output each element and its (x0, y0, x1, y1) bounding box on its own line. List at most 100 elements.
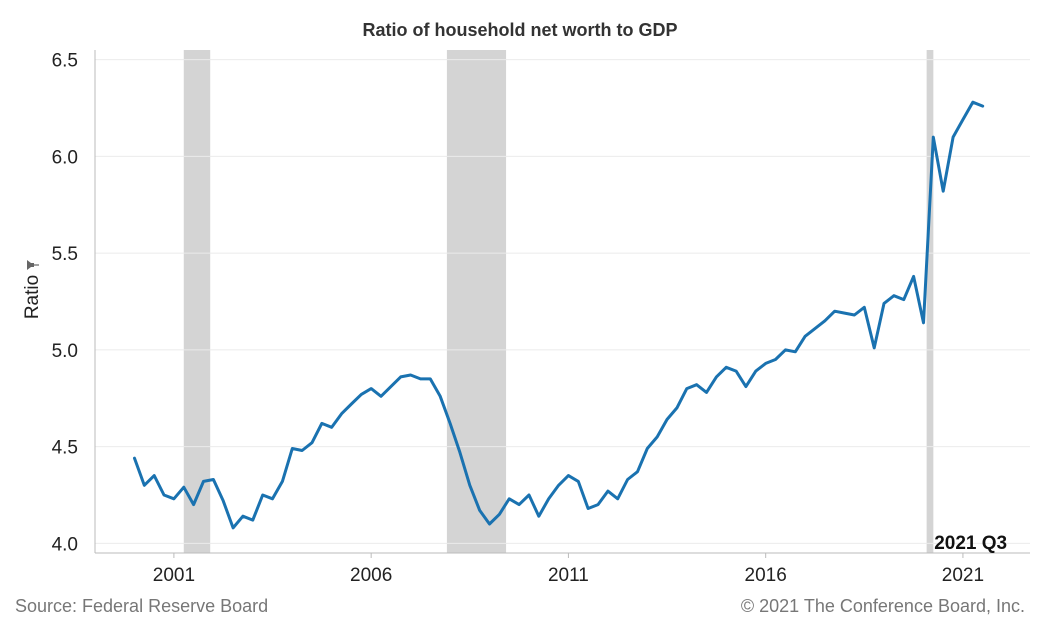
data-point[interactable] (130, 454, 138, 462)
data-point[interactable] (495, 510, 503, 518)
data-point[interactable] (604, 487, 612, 495)
data-point[interactable] (683, 385, 691, 393)
data-point[interactable] (693, 381, 701, 389)
data-point[interactable] (860, 303, 868, 311)
data-point[interactable] (249, 516, 257, 524)
data-point[interactable] (702, 388, 710, 396)
data-point[interactable] (328, 423, 336, 431)
recession-band-3 (926, 50, 934, 553)
x-tick-label: 2006 (350, 565, 392, 586)
data-point[interactable] (624, 475, 632, 483)
data-point[interactable] (347, 400, 355, 408)
data-point[interactable] (831, 307, 839, 315)
data-point[interactable] (219, 497, 227, 505)
data-point[interactable] (407, 371, 415, 379)
pin-icon[interactable] (27, 260, 39, 270)
data-point[interactable] (821, 317, 829, 325)
data-point[interactable] (919, 319, 927, 327)
x-tick-label: 2016 (745, 565, 787, 586)
data-point[interactable] (633, 468, 641, 476)
data-point[interactable] (387, 383, 395, 391)
data-point[interactable] (446, 419, 454, 427)
data-point[interactable] (929, 133, 937, 141)
data-point[interactable] (426, 375, 434, 383)
data-point[interactable] (811, 325, 819, 333)
data-point[interactable] (357, 390, 365, 398)
data-point[interactable] (772, 356, 780, 364)
data-point[interactable] (663, 416, 671, 424)
data-point[interactable] (436, 392, 444, 400)
data-point[interactable] (209, 475, 217, 483)
data-point[interactable] (525, 491, 533, 499)
data-point[interactable] (732, 367, 740, 375)
data-point[interactable] (298, 446, 306, 454)
data-point[interactable] (278, 477, 286, 485)
data-point[interactable] (594, 501, 602, 509)
annotation-label: 2021 Q3 (934, 533, 1007, 554)
data-point[interactable] (338, 410, 346, 418)
data-point[interactable] (199, 477, 207, 485)
data-point[interactable] (850, 311, 858, 319)
data-point[interactable] (140, 481, 148, 489)
data-point[interactable] (791, 348, 799, 356)
data-point[interactable] (397, 373, 405, 381)
data-point[interactable] (673, 404, 681, 412)
data-point[interactable] (545, 495, 553, 503)
data-point[interactable] (505, 495, 513, 503)
data-point[interactable] (190, 501, 198, 509)
data-point[interactable] (742, 383, 750, 391)
x-tick-labels: 2001 2006 2011 2016 2021 (153, 553, 984, 586)
data-point[interactable] (367, 385, 375, 393)
data-point[interactable] (870, 344, 878, 352)
data-point[interactable] (269, 495, 277, 503)
y-tick-label: 6.5 (52, 51, 78, 72)
data-point[interactable] (781, 346, 789, 354)
data-point[interactable] (170, 495, 178, 503)
data-point[interactable] (555, 481, 563, 489)
data-point[interactable] (969, 98, 977, 106)
data-point[interactable] (614, 495, 622, 503)
data-point[interactable] (752, 367, 760, 375)
data-point[interactable] (180, 483, 188, 491)
data-point[interactable] (939, 187, 947, 195)
data-point[interactable] (416, 375, 424, 383)
y-tick-label: 5.0 (52, 341, 78, 362)
series-line (133, 100, 985, 530)
data-point[interactable] (239, 512, 247, 520)
data-point[interactable] (466, 481, 474, 489)
data-point[interactable] (910, 272, 918, 280)
gridlines (95, 59, 1030, 544)
data-point[interactable] (584, 505, 592, 513)
data-point[interactable] (722, 363, 730, 371)
data-point[interactable] (160, 491, 168, 499)
data-point[interactable] (653, 433, 661, 441)
data-point[interactable] (574, 477, 582, 485)
data-point[interactable] (476, 506, 484, 514)
data-point[interactable] (377, 392, 385, 400)
data-point[interactable] (801, 332, 809, 340)
data-point[interactable] (949, 133, 957, 141)
data-point[interactable] (712, 373, 720, 381)
data-point[interactable] (564, 472, 572, 480)
data-point[interactable] (890, 292, 898, 300)
data-point[interactable] (959, 116, 967, 124)
data-point[interactable] (456, 448, 464, 456)
data-point[interactable] (229, 524, 237, 532)
data-point[interactable] (535, 512, 543, 520)
data-point[interactable] (900, 296, 908, 304)
data-point[interactable] (762, 359, 770, 367)
data-point[interactable] (288, 445, 296, 453)
data-point[interactable] (841, 309, 849, 317)
data-point[interactable] (259, 491, 267, 499)
data-point[interactable] (486, 520, 494, 528)
series-layer (130, 98, 987, 532)
data-point[interactable] (308, 439, 316, 447)
data-point[interactable] (880, 299, 888, 307)
data-point[interactable] (150, 472, 158, 480)
y-tick-label: 5.5 (52, 244, 78, 265)
data-point[interactable] (515, 501, 523, 509)
data-point[interactable] (643, 445, 651, 453)
copyright-note: © 2021 The Conference Board, Inc. (740, 596, 1025, 616)
data-point[interactable] (979, 102, 987, 110)
data-point[interactable] (318, 419, 326, 427)
